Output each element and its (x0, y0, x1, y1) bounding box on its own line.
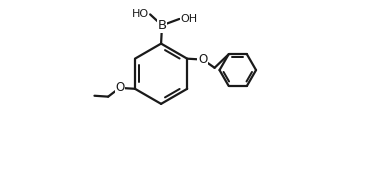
Text: O: O (115, 81, 125, 94)
Text: OH: OH (180, 14, 197, 24)
Text: B: B (157, 19, 167, 32)
Text: HO: HO (132, 9, 149, 19)
Text: O: O (198, 53, 207, 66)
